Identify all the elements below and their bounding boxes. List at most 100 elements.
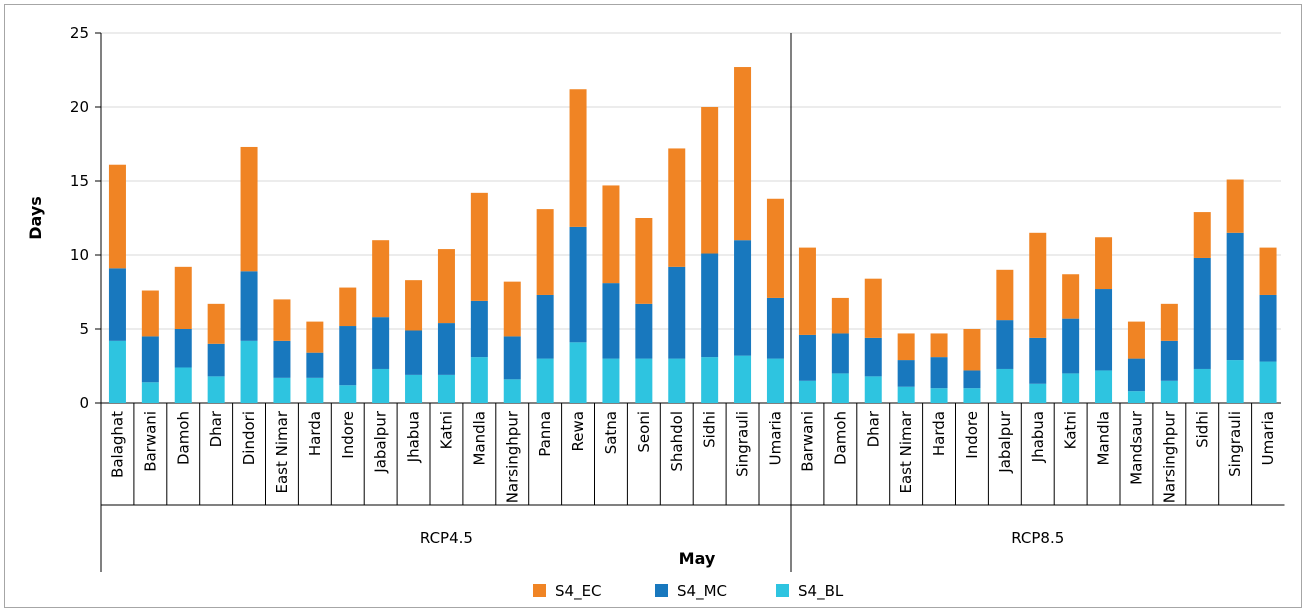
- stacked-bar-chart: 0 5 10 15 20 25 Days Balaghat Barwani Damoh Dhar Di…: [26, 24, 1285, 601]
- group-label: RCP8.5: [1011, 529, 1064, 547]
- bar-s4-bl: [864, 376, 882, 403]
- y-axis-label: Days: [26, 196, 45, 240]
- bar-s4-ec: [1062, 274, 1080, 319]
- category-label: Harda: [930, 411, 948, 456]
- bar-s4-bl: [470, 357, 488, 403]
- bar-s4-bl: [635, 358, 653, 403]
- bar-s4-bl: [174, 367, 192, 403]
- bar-s4-bl: [306, 377, 324, 403]
- bar-s4-mc: [405, 330, 423, 375]
- bar-s4-mc: [1062, 318, 1080, 374]
- bar-s4-mc: [766, 297, 784, 359]
- category-label: Sidhi: [701, 411, 719, 448]
- bar-s4-bl: [1226, 360, 1244, 403]
- bar-s4-mc: [1029, 337, 1047, 384]
- bar-s4-ec: [1127, 321, 1145, 359]
- legend-swatch-s4-mc: [655, 584, 668, 597]
- category-label: Barwani: [141, 411, 159, 472]
- bar-s4-ec: [930, 333, 948, 358]
- bar-s4-ec: [963, 329, 981, 371]
- category-label: Jabalpur: [996, 410, 1014, 474]
- bar-s4-ec: [798, 247, 816, 335]
- bar-s4-bl: [1259, 361, 1277, 403]
- bar-s4-mc: [963, 370, 981, 389]
- bar-s4-bl: [339, 385, 357, 403]
- bar-s4-bl: [503, 379, 521, 403]
- category-label: Singrauli: [734, 411, 752, 477]
- bar-s4-mc: [1160, 340, 1178, 381]
- bar-s4-bl: [1095, 370, 1113, 403]
- bar-s4-mc: [864, 337, 882, 377]
- bar-s4-bl: [602, 358, 620, 403]
- y-tick-label: 10: [70, 246, 89, 264]
- bar-s4-ec: [1029, 232, 1047, 338]
- bar-s4-bl: [240, 340, 258, 403]
- bar-s4-mc: [536, 294, 554, 359]
- bar-s4-ec: [1193, 212, 1211, 258]
- bar-s4-bl: [372, 368, 390, 403]
- bar-s4-mc: [668, 266, 686, 359]
- bar-s4-ec: [372, 240, 390, 318]
- category-label: Umaria: [1259, 411, 1277, 465]
- bar-s4-ec: [536, 209, 554, 295]
- bar-s4-mc: [569, 226, 587, 343]
- category-label: Sidhi: [1193, 411, 1211, 448]
- bar-s4-bl: [207, 376, 225, 403]
- category-label: East Nimar: [273, 410, 291, 493]
- category-label: Jhabua: [1029, 411, 1047, 463]
- bar-s4-ec: [864, 278, 882, 338]
- category-label: Jabalpur: [372, 410, 390, 474]
- bar-s4-mc: [798, 334, 816, 381]
- legend-label: S4_EC: [555, 582, 602, 601]
- bar-s4-ec: [897, 333, 915, 361]
- bar-s4-mc: [339, 326, 357, 386]
- bar-s4-bl: [1127, 391, 1145, 403]
- category-label: Mandsaur: [1127, 410, 1145, 485]
- category-label: Damoh: [831, 411, 849, 465]
- category-label: Barwani: [798, 411, 816, 472]
- bar-s4-mc: [503, 336, 521, 380]
- bar-s4-mc: [1259, 294, 1277, 362]
- y-tick-label: 15: [70, 172, 89, 190]
- legend-label: S4_BL: [798, 582, 844, 601]
- y-tick-label: 5: [79, 320, 89, 338]
- bar-s4-mc: [1193, 257, 1211, 369]
- bar-s4-ec: [996, 269, 1014, 321]
- bar-s4-mc: [897, 360, 915, 387]
- bar-s4-ec: [141, 290, 159, 337]
- category-label: Harda: [306, 411, 324, 456]
- category-label: Narsinghpur: [1160, 410, 1178, 503]
- bar-s4-mc: [141, 336, 159, 383]
- bar-s4-ec: [1259, 247, 1277, 295]
- bar-s4-bl: [701, 357, 719, 403]
- bar-s4-bl: [897, 386, 915, 403]
- bar-s4-bl: [108, 340, 126, 403]
- bar-s4-ec: [207, 303, 225, 344]
- bar-s4-ec: [831, 297, 849, 334]
- bar-s4-mc: [108, 268, 126, 341]
- category-label: Shahdol: [668, 411, 686, 472]
- bar-s4-ec: [503, 281, 521, 337]
- bar-s4-bl: [668, 358, 686, 403]
- bar-s4-bl: [1160, 380, 1178, 403]
- bar-s4-mc: [306, 352, 324, 378]
- bar-s4-ec: [602, 185, 620, 284]
- bar-s4-mc: [930, 357, 948, 389]
- bar-s4-ec: [273, 299, 291, 341]
- bar-s4-mc: [602, 283, 620, 359]
- bar-s4-bl: [766, 358, 784, 403]
- bar-s4-ec: [569, 89, 587, 227]
- bar-s4-mc: [1226, 232, 1244, 361]
- bar-s4-ec: [339, 287, 357, 327]
- bar-s4-bl: [569, 342, 587, 403]
- bar-s4-bl: [405, 374, 423, 403]
- bar-s4-bl: [1029, 383, 1047, 403]
- bar-s4-bl: [273, 377, 291, 403]
- bar-s4-bl: [1193, 368, 1211, 403]
- bar-s4-bl: [996, 368, 1014, 403]
- category-label: Singrauli: [1226, 411, 1244, 477]
- bar-s4-mc: [996, 320, 1014, 369]
- bar-s4-ec: [1095, 237, 1113, 290]
- bar-s4-ec: [405, 280, 423, 331]
- bar-s4-mc: [174, 329, 192, 368]
